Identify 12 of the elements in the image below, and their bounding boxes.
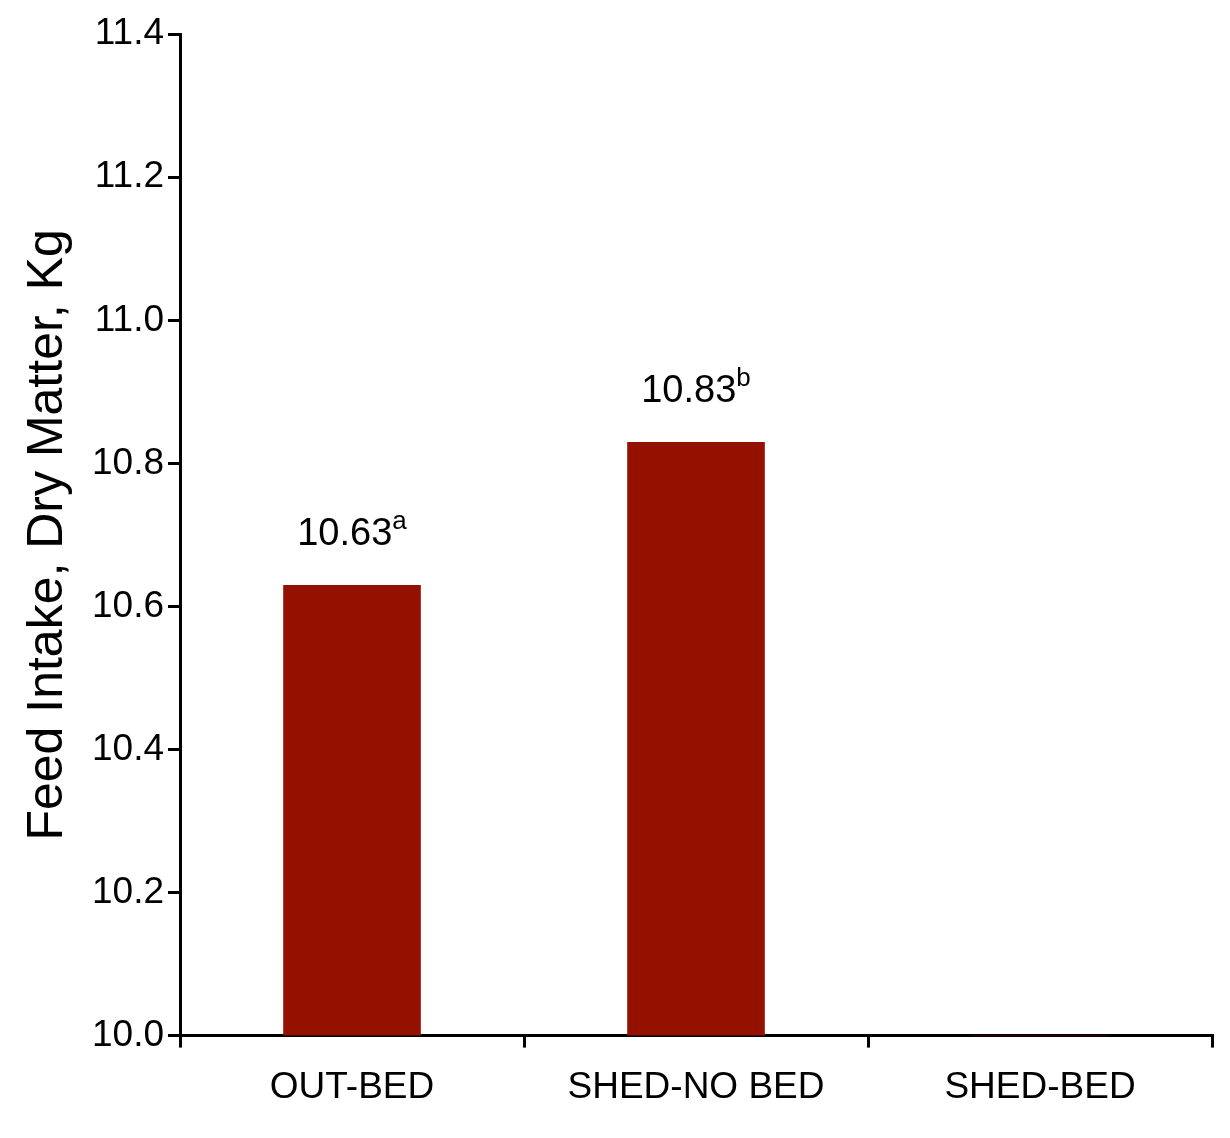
y-tick-label: 10.6 [92,583,165,625]
y-tick-label: 11.0 [94,297,165,339]
y-tick-label: 11.4 [94,11,165,53]
y-tick-label: 10.8 [92,440,165,482]
x-tick-label: SHED-NO BED [567,1065,825,1106]
y-tick-label: 10.2 [92,869,165,911]
y-tick-label: 10.0 [92,1012,165,1054]
y-tick-label: 11.2 [94,154,165,196]
x-tick-label: OUT-BED [269,1065,435,1106]
x-tick-label: SHED-BED [944,1065,1136,1106]
y-tick-label: 10.4 [92,726,165,768]
y-axis-title: Feed Intake, Dry Matter, Kg [16,229,73,841]
